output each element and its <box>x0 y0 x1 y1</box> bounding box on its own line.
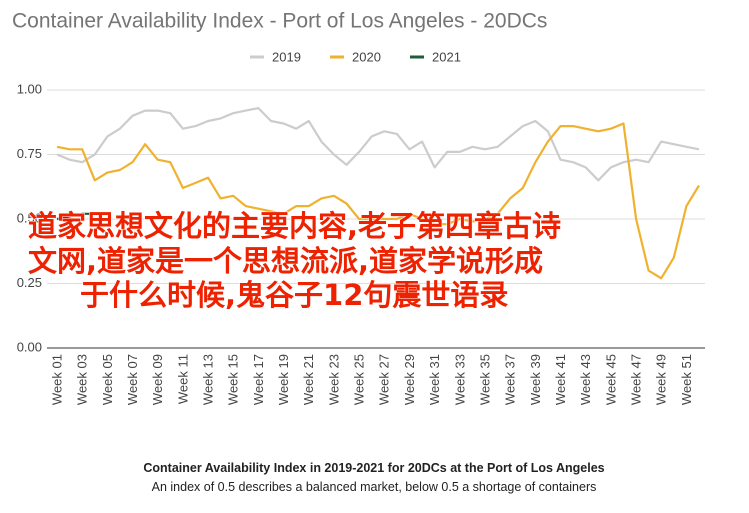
series-line <box>56 212 95 221</box>
x-tick-label: Week 31 <box>427 354 442 405</box>
x-tick-label: Week 41 <box>553 354 568 405</box>
x-tick-label: Week 15 <box>226 354 241 405</box>
overlay-text: 文网,道家是一个思想流派,道家学说形成 <box>28 244 543 278</box>
x-tick-label: Week 51 <box>679 354 694 405</box>
y-tick-label: 0.50 <box>17 210 42 225</box>
x-tick-label: Week 23 <box>326 354 341 405</box>
x-tick-label: Week 43 <box>578 354 593 405</box>
legend-label: 2020 <box>352 49 381 64</box>
y-tick-label: 0.00 <box>17 339 42 354</box>
x-tick-label: Week 25 <box>352 354 367 405</box>
y-tick-label: 0.75 <box>17 146 42 161</box>
x-tick-label: Week 39 <box>528 354 543 405</box>
x-tick-label: Week 17 <box>251 354 266 405</box>
x-tick-label: Week 45 <box>603 354 618 405</box>
x-tick-label: Week 21 <box>301 354 316 405</box>
x-tick-label: Week 07 <box>125 354 140 405</box>
x-tick-label: Week 49 <box>654 354 669 405</box>
caption: Container Availability Index in 2019-202… <box>143 461 604 475</box>
x-tick-label: Week 35 <box>477 354 492 405</box>
x-tick-label: Week 33 <box>452 354 467 405</box>
x-tick-label: Week 29 <box>402 354 417 405</box>
subcaption: An index of 0.5 describes a balanced mar… <box>152 480 597 494</box>
x-tick-label: Week 13 <box>200 354 215 405</box>
series-line <box>56 122 700 280</box>
x-tick-label: Week 19 <box>276 354 291 405</box>
legend-label: 2021 <box>432 49 461 64</box>
x-tick-label: Week 27 <box>377 354 392 405</box>
overlay-text: 于什么时候,鬼谷子12句震世语录 <box>80 278 508 312</box>
x-tick-label: Week 05 <box>100 354 115 405</box>
x-tick-label: Week 09 <box>150 354 165 405</box>
y-tick-label: 0.25 <box>17 275 42 290</box>
series-line <box>56 107 700 182</box>
x-tick-label: Week 47 <box>628 354 643 405</box>
x-tick-label: Week 37 <box>503 354 518 405</box>
overlay-text: 道家思想文化的主要内容,老子第四章古诗 <box>28 209 561 243</box>
legend-label: 2019 <box>272 49 301 64</box>
x-tick-label: Week 01 <box>49 354 64 405</box>
chart-title: Container Availability Index - Port of L… <box>12 10 547 33</box>
x-tick-label: Week 03 <box>75 354 90 405</box>
x-tick-label: Week 11 <box>175 354 190 404</box>
y-tick-label: 1.00 <box>17 81 42 96</box>
